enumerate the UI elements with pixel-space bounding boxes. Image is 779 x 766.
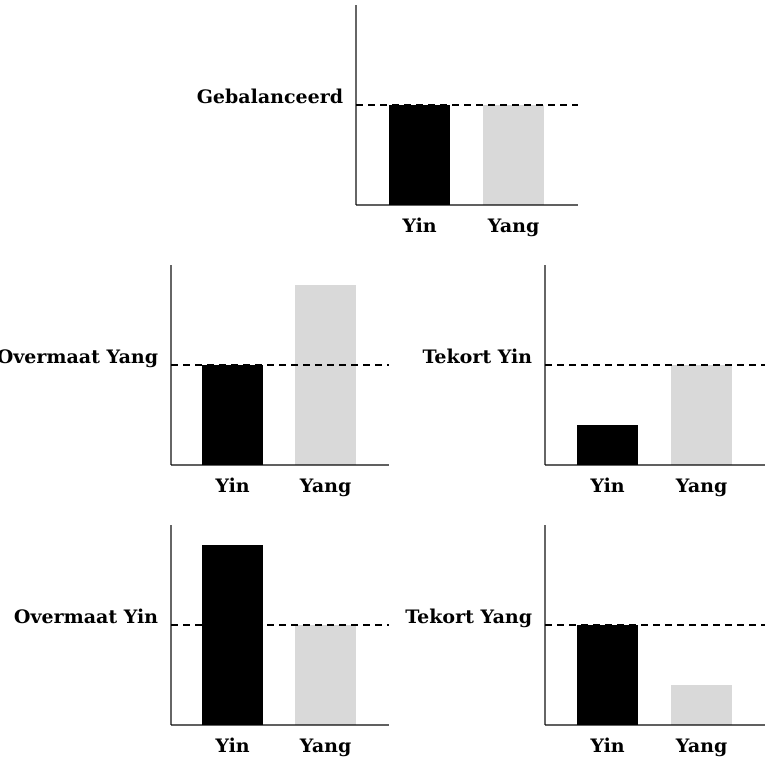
bar-yang <box>671 685 732 725</box>
chart-panel-3: Tekort Yin Yin Yang <box>422 265 765 497</box>
chart-panel-2: Overmaat Yang Yin Yang <box>0 265 389 497</box>
tick-label-yang: Yang <box>675 475 728 497</box>
bar-yin <box>389 105 450 205</box>
bar-yin <box>577 625 638 725</box>
bar-yin <box>577 425 638 465</box>
tick-label-yin: Yin <box>589 475 624 497</box>
chart-panel-4: Overmaat Yin Yin Yang <box>14 525 389 757</box>
chart-panel-1: Gebalanceerd Yin Yang <box>197 5 578 237</box>
bar-yang <box>295 285 356 465</box>
chart-title: Overmaat Yang <box>0 346 158 368</box>
chart-title: Tekort Yang <box>405 606 532 628</box>
bar-yin <box>202 365 263 465</box>
tick-label-yin: Yin <box>214 735 249 757</box>
bar-yang <box>295 625 356 725</box>
tick-label-yang: Yang <box>675 735 728 757</box>
tick-label-yang: Yang <box>487 215 540 237</box>
bar-yang <box>671 365 732 465</box>
chart-title: Tekort Yin <box>422 346 532 368</box>
chart-panel-5: Tekort Yang Yin Yang <box>405 525 765 757</box>
tick-label-yang: Yang <box>299 475 352 497</box>
chart-title: Overmaat Yin <box>14 606 158 628</box>
bar-yin <box>202 545 263 725</box>
chart-title: Gebalanceerd <box>197 86 343 108</box>
tick-label-yin: Yin <box>589 735 624 757</box>
tick-label-yin: Yin <box>401 215 436 237</box>
tick-label-yin: Yin <box>214 475 249 497</box>
tick-label-yang: Yang <box>299 735 352 757</box>
bar-yang <box>483 105 544 205</box>
